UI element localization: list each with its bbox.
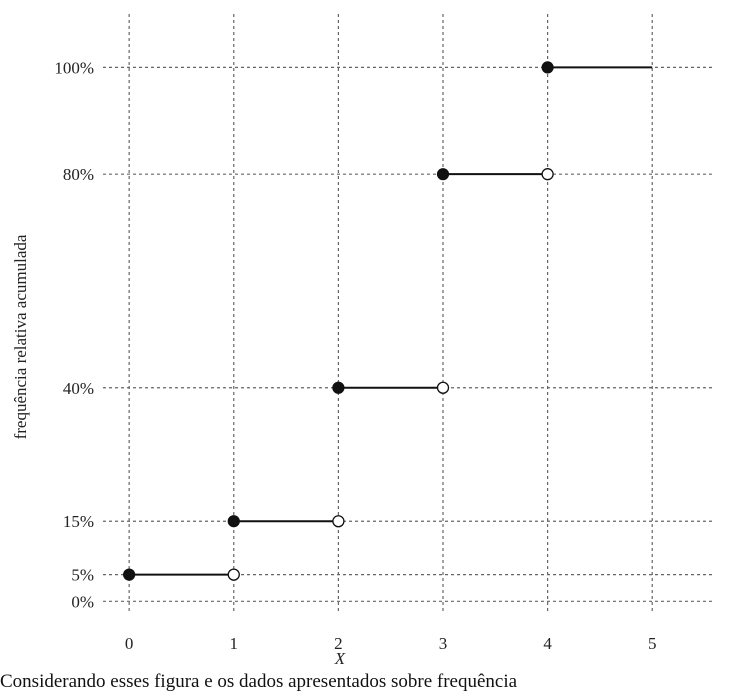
caption-text: Considerando esses figura e os dados apr…	[0, 671, 518, 692]
y-axis-label: frequência relativa acumulada	[11, 234, 30, 439]
step-segments	[129, 66, 653, 576]
x-tick-label: 5	[648, 634, 657, 653]
open-point	[332, 515, 345, 528]
closed-point	[123, 568, 136, 581]
x-tick-label: 1	[230, 634, 239, 653]
y-tick-label: 80%	[63, 165, 94, 184]
step-chart: 0% 5% 15% 40% 80% 100% 0 1 2 3 4 5 X frequência re…	[11, 14, 715, 668]
y-tick-label: 40%	[63, 379, 94, 398]
grid	[103, 14, 715, 612]
closed-point	[436, 168, 450, 181]
y-tick-label: 100%	[54, 58, 94, 77]
step-points	[123, 61, 554, 581]
x-tick-label: 0	[125, 634, 134, 653]
x-tick-label: 3	[439, 634, 448, 653]
x-axis-label: X	[334, 649, 346, 668]
closed-point	[227, 515, 240, 528]
x-tick-label: 4	[543, 634, 552, 653]
open-point	[541, 168, 554, 181]
closed-point	[332, 381, 345, 394]
y-tick-labels: 0% 5% 15% 40% 80% 100%	[54, 58, 94, 611]
open-point	[436, 381, 450, 394]
y-tick-label: 5%	[71, 566, 94, 585]
x-tick-labels: 0 1 2 3 4 5	[125, 634, 657, 653]
y-tick-label: 15%	[63, 512, 94, 531]
closed-point	[541, 61, 554, 74]
x-tick-label: 2	[334, 634, 343, 653]
y-tick-label: 0%	[71, 592, 94, 611]
open-point	[227, 568, 240, 581]
